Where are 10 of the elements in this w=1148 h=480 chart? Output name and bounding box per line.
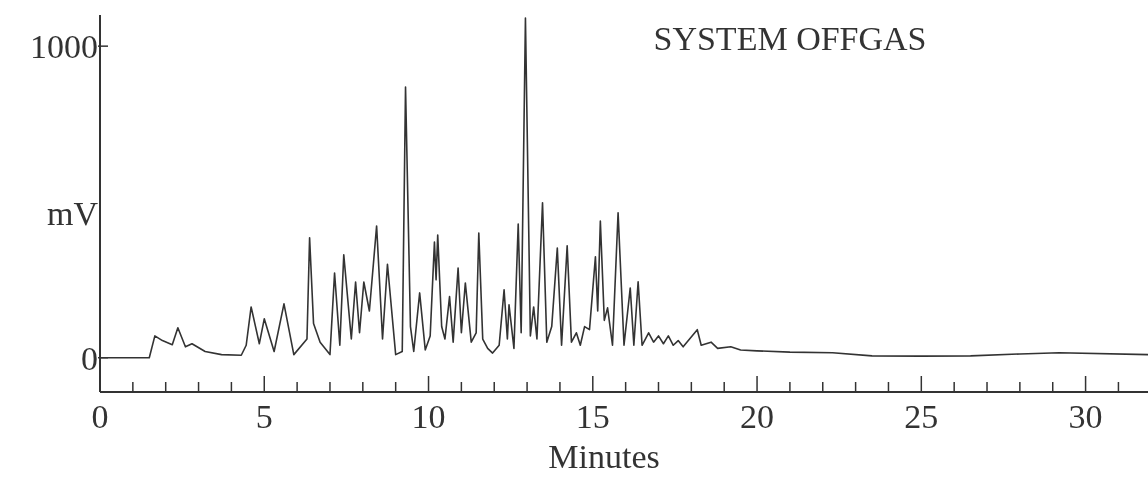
- x-tick-label: 20: [740, 398, 775, 435]
- x-tick-label: 25: [904, 398, 939, 435]
- y-tick-label: 1000: [30, 28, 98, 66]
- x-tick-label: 30: [1068, 398, 1103, 435]
- x-tick-label: 5: [255, 398, 273, 435]
- x-axis-title: Minutes: [548, 438, 660, 475]
- x-tick-label: 10: [411, 398, 446, 435]
- chart-title: SYSTEM OFFGAS: [653, 20, 927, 57]
- x-tick-label: 15: [575, 398, 610, 435]
- y-axis-title: mV: [47, 195, 99, 233]
